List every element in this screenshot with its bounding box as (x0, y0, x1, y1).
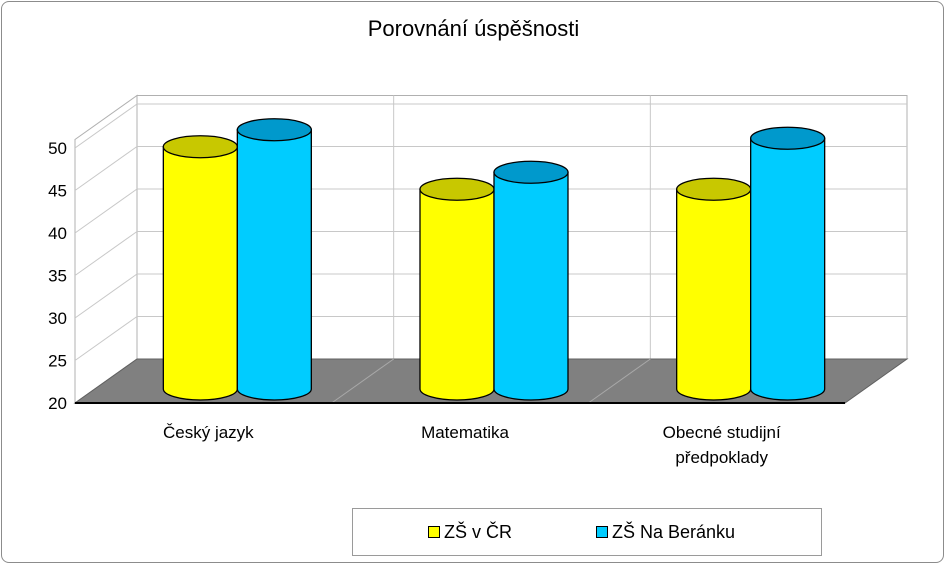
y-tick-label: 40 (48, 224, 67, 243)
gridline-side (74, 231, 138, 276)
legend-swatch-series-1 (428, 526, 440, 538)
x-axis-categories: Český jazyk Matematika Obecné studijní před… (163, 423, 781, 467)
chart-bars (162, 118, 826, 401)
x-category-label: Matematika (421, 423, 509, 442)
legend-label-series-1: ZŠ v ČR (444, 521, 513, 542)
bar-1-series-1 (162, 135, 238, 401)
cylinder-top (676, 177, 752, 201)
gridline-side (74, 146, 138, 191)
bar-3-series-1 (676, 177, 752, 401)
cylinder-top (236, 118, 312, 142)
cylinder-top (419, 177, 495, 201)
chart-title: Porovnání úspěšnosti (367, 16, 580, 41)
y-tick-label: 50 (48, 139, 67, 158)
gridline-side (74, 316, 138, 361)
cylinder-body (750, 137, 826, 401)
y-tick-label: 30 (48, 309, 67, 328)
cylinder-top (162, 135, 238, 159)
legend-label-series-2: ZŠ Na Beránku (612, 521, 736, 542)
bar-2-series-2 (493, 160, 569, 401)
gridline-side (74, 188, 138, 234)
legend: ZŠ v ČR ZŠ Na Beránku (352, 508, 822, 556)
gridline-side (74, 273, 138, 319)
bar-3-series-2 (750, 126, 826, 401)
cylinder-top (493, 160, 569, 184)
y-tick-label: 45 (48, 182, 67, 201)
y-tick-label: 25 (48, 352, 67, 371)
legend-item-series-2: ZŠ Na Beránku (596, 522, 735, 542)
cylinder-body (676, 188, 752, 401)
legend-swatch-series-2 (596, 526, 608, 538)
cylinder-body (236, 129, 312, 401)
y-axis-ticks: 20 25 30 35 40 45 50 (48, 139, 67, 413)
category-divider-floor (588, 358, 651, 404)
x-category-label: Český jazyk (163, 423, 254, 442)
cylinder-top (750, 126, 826, 150)
y-tick-label: 20 (48, 394, 67, 413)
legend-item-series-1: ZŠ v ČR (428, 522, 512, 542)
bar-2-series-1 (419, 177, 495, 401)
bar-1-series-2 (236, 118, 312, 401)
cylinder-body (419, 188, 495, 401)
x-category-label: předpoklady (675, 448, 768, 467)
category-divider-floor (331, 358, 394, 404)
x-category-label: Obecné studijní (663, 423, 781, 442)
y-tick-label: 35 (48, 267, 67, 286)
cylinder-body (162, 146, 238, 401)
gridline-side (74, 103, 138, 149)
cylinder-body (493, 171, 569, 401)
